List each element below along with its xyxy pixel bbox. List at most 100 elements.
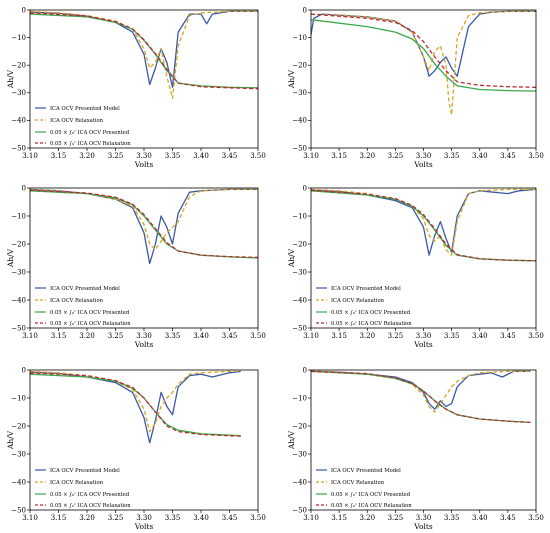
series-line bbox=[30, 373, 241, 437]
x-tick-label: 3.30 bbox=[416, 514, 432, 522]
x-tick-label: 3.20 bbox=[359, 332, 375, 340]
y-tick-label: −10 bbox=[292, 34, 307, 42]
x-tick-label: 3.35 bbox=[165, 152, 181, 160]
y-tick-label: −10 bbox=[292, 394, 307, 402]
x-tick-label: 3.50 bbox=[528, 152, 544, 160]
x-tick-label: 3.15 bbox=[51, 332, 67, 340]
x-tick-label: 3.45 bbox=[500, 514, 516, 522]
x-tick-label: 3.25 bbox=[108, 152, 124, 160]
series-line bbox=[30, 13, 258, 89]
y-tick-label: −50 bbox=[292, 144, 307, 152]
y-tick-label: −40 bbox=[11, 478, 26, 486]
series-line bbox=[311, 370, 531, 424]
legend-label: 0.05 × ∫₀ᵛ ICA OCV Relaxation bbox=[331, 321, 412, 327]
y-tick-label: −20 bbox=[11, 422, 26, 430]
x-tick-label: 3.50 bbox=[250, 332, 266, 340]
y-tick-label: −50 bbox=[11, 506, 26, 514]
x-tick-label: 3.20 bbox=[79, 514, 95, 522]
legend-label: ICA OCV Presented Model bbox=[50, 468, 120, 474]
series-line bbox=[30, 188, 258, 265]
y-axis-label: Ah/V bbox=[287, 248, 296, 268]
legend-label: 0.05 × ∫₀ᵛ ICA OCV Relaxation bbox=[50, 503, 131, 509]
legend-label: 0.05 × ∫₀ᵛ ICA OCV Relaxation bbox=[331, 503, 412, 509]
y-tick-label: −50 bbox=[11, 144, 26, 152]
series-line bbox=[311, 188, 536, 256]
y-tick-label: −20 bbox=[11, 62, 26, 70]
x-tick-label: 3.10 bbox=[303, 332, 319, 340]
y-tick-label: −30 bbox=[292, 89, 307, 97]
y-tick-label: −40 bbox=[292, 296, 307, 304]
series-line bbox=[311, 10, 536, 116]
legend-label: ICA OCV Relaxation bbox=[331, 480, 385, 486]
x-tick-label: 3.20 bbox=[79, 332, 95, 340]
series-line bbox=[30, 372, 241, 437]
legend-label: ICA OCV Presented Model bbox=[50, 286, 120, 292]
x-tick-label: 3.45 bbox=[222, 514, 238, 522]
y-tick-label: −30 bbox=[11, 89, 26, 97]
y-tick-label: −50 bbox=[292, 324, 307, 332]
chart-panel: 3.10 3.15 3.20 3.25 3.30 3.35 3.40 3.45 3.50 0 −10… bbox=[6, 366, 266, 531]
series-line bbox=[311, 370, 531, 424]
x-tick-label: 3.40 bbox=[193, 152, 209, 160]
series-line bbox=[311, 370, 531, 413]
y-tick-label: −40 bbox=[11, 296, 26, 304]
x-tick-label: 3.35 bbox=[165, 332, 181, 340]
chart-panel: 3.10 3.15 3.20 3.25 3.30 3.35 3.40 3.45 3.50 0 −10… bbox=[6, 6, 266, 169]
y-axis-label: Ah/V bbox=[287, 69, 296, 89]
x-tick-label: 3.25 bbox=[108, 332, 124, 340]
y-axis-label: Ah/V bbox=[6, 430, 15, 450]
x-tick-label: 3.10 bbox=[303, 152, 319, 160]
x-tick-label: 3.10 bbox=[22, 152, 38, 160]
x-tick-label: 3.15 bbox=[51, 514, 67, 522]
x-tick-label: 3.50 bbox=[250, 152, 266, 160]
x-axis-label: Volts bbox=[413, 522, 433, 531]
chart-panel: 3.10 3.15 3.20 3.25 3.30 3.35 3.40 3.45 3.50 0 −10… bbox=[6, 184, 266, 349]
y-tick-label: −50 bbox=[11, 324, 26, 332]
x-tick-label: 3.35 bbox=[444, 152, 460, 160]
x-tick-label: 3.10 bbox=[303, 514, 319, 522]
legend-label: 0.05 × ∫₀ᵛ ICA OCV Presented bbox=[50, 492, 130, 498]
y-tick-label: −10 bbox=[11, 394, 26, 402]
y-tick-label: 0 bbox=[303, 366, 307, 374]
y-tick-label: 0 bbox=[22, 6, 26, 14]
x-tick-label: 3.20 bbox=[359, 152, 375, 160]
y-axis-label: Ah/V bbox=[287, 430, 296, 450]
series-line bbox=[311, 188, 536, 256]
x-tick-label: 3.50 bbox=[528, 514, 544, 522]
y-tick-label: −10 bbox=[11, 212, 26, 220]
y-tick-label: −40 bbox=[292, 478, 307, 486]
legend-label: 0.05 × ∫₀ᵛ ICA OCV Presented bbox=[331, 492, 411, 498]
series-line bbox=[311, 10, 536, 77]
series-line bbox=[311, 370, 531, 410]
x-axis-label: Volts bbox=[413, 160, 433, 169]
y-tick-label: −40 bbox=[292, 117, 307, 125]
x-tick-label: 3.40 bbox=[472, 152, 488, 160]
x-axis-label: Volts bbox=[413, 340, 433, 349]
x-tick-label: 3.15 bbox=[331, 332, 347, 340]
y-tick-label: −10 bbox=[11, 34, 26, 42]
legend-label: ICA OCV Relaxation bbox=[50, 118, 104, 124]
x-tick-label: 3.40 bbox=[193, 332, 209, 340]
legend-label: 0.05 × ∫₀ᵛ ICA OCV Presented bbox=[50, 310, 130, 316]
legend-label: ICA OCV Presented Model bbox=[331, 468, 401, 474]
plot-frame bbox=[310, 9, 537, 149]
legend-label: 0.05 × ∫₀ᵛ ICA OCV Presented bbox=[50, 130, 130, 136]
legend-label: ICA OCV Presented Model bbox=[331, 286, 401, 292]
x-tick-label: 3.50 bbox=[528, 332, 544, 340]
y-tick-label: 0 bbox=[22, 366, 26, 374]
series-line bbox=[311, 13, 536, 88]
y-tick-label: −20 bbox=[292, 62, 307, 70]
series-line bbox=[30, 370, 241, 433]
series-line bbox=[30, 12, 258, 90]
legend-label: 0.05 × ∫₀ᵛ ICA OCV Presented bbox=[331, 310, 411, 316]
plot-frame bbox=[29, 9, 259, 149]
x-tick-label: 3.25 bbox=[388, 152, 404, 160]
x-tick-label: 3.20 bbox=[79, 152, 95, 160]
chart-panel: 3.10 3.15 3.20 3.25 3.30 3.35 3.40 3.45 3.50 0 −10… bbox=[287, 6, 544, 169]
legend-label: ICA OCV Relaxation bbox=[50, 480, 104, 486]
x-tick-label: 3.10 bbox=[22, 332, 38, 340]
legend-label: ICA OCV Relaxation bbox=[331, 298, 385, 304]
x-tick-label: 3.45 bbox=[500, 332, 516, 340]
x-tick-label: 3.10 bbox=[22, 514, 38, 522]
